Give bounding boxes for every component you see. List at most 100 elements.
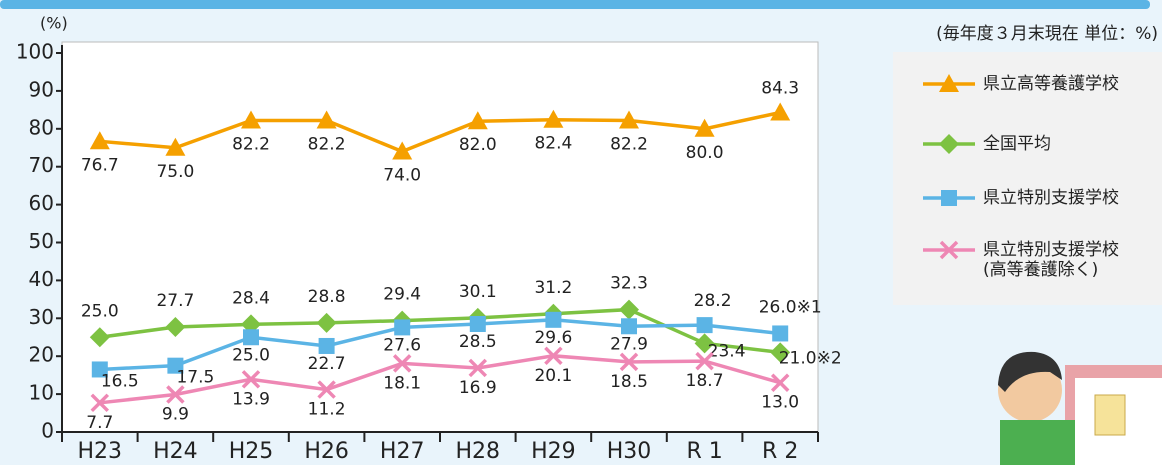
data-label: 7.7 xyxy=(86,413,113,433)
data-label: 27.7 xyxy=(156,291,194,311)
data-label: 28.5 xyxy=(459,332,497,352)
y-tick-label: 40 xyxy=(29,267,54,291)
y-tick-label: 20 xyxy=(29,343,54,367)
x-tick-label: H23 xyxy=(78,439,123,464)
data-label: 82.0 xyxy=(459,135,497,155)
data-label: 82.2 xyxy=(308,134,346,154)
data-label: 17.5 xyxy=(176,368,214,388)
marker xyxy=(90,393,110,413)
data-label: 31.2 xyxy=(534,278,572,298)
y-tick-label: 80 xyxy=(29,115,54,139)
data-label: 16.5 xyxy=(101,371,139,391)
marker xyxy=(543,109,564,128)
marker xyxy=(316,312,337,333)
marker xyxy=(392,141,413,160)
legend-label: 県立特別支援学校 xyxy=(983,188,1119,208)
series-line xyxy=(99,110,781,154)
data-label: 28.2 xyxy=(694,291,732,311)
legend-label: 県立特別支援学校 (高等養護除く) xyxy=(983,240,1119,280)
legend-label: 全国平均 xyxy=(983,134,1051,154)
data-label: 18.5 xyxy=(610,372,648,392)
marker xyxy=(619,299,639,320)
top-bar xyxy=(0,0,1150,9)
data-label: 82.4 xyxy=(534,134,572,154)
x-tick-label: H28 xyxy=(456,439,501,464)
y-tick-label: 10 xyxy=(29,381,54,405)
subtitle: (毎年度３月末現在 単位：%) xyxy=(936,24,1158,44)
data-label: 22.7 xyxy=(308,354,346,374)
data-label: 16.9 xyxy=(459,378,497,398)
marker xyxy=(165,137,186,156)
illustration xyxy=(998,351,1162,465)
data-label: 25.0 xyxy=(81,301,119,321)
series-line xyxy=(99,318,781,372)
data-label: 76.7 xyxy=(81,155,119,175)
legend-label: 県立高等養護学校 xyxy=(983,74,1119,94)
marker xyxy=(318,337,335,354)
data-label: 23.4 xyxy=(708,341,746,361)
x-tick-label: H30 xyxy=(607,439,652,464)
marker xyxy=(91,361,108,378)
marker xyxy=(467,111,488,130)
marker xyxy=(696,317,713,334)
marker xyxy=(392,354,412,373)
marker xyxy=(89,327,110,348)
marker xyxy=(619,352,639,372)
data-label: 18.1 xyxy=(383,373,421,393)
marker xyxy=(694,118,715,137)
x-tick-label: H27 xyxy=(380,439,425,464)
data-label: 26.0※1 xyxy=(759,297,822,317)
legend-item: 県立特別支援学校 xyxy=(921,188,1119,208)
y-tick-label: 90 xyxy=(29,77,54,101)
marker xyxy=(544,346,563,366)
data-label: 75.0 xyxy=(156,162,194,182)
data-label: 80.0 xyxy=(686,143,724,163)
y-tick-label: 60 xyxy=(29,191,54,215)
marker xyxy=(939,240,959,260)
x-tick-label: R 2 xyxy=(762,439,798,464)
data-label: 21.0※2 xyxy=(779,348,842,368)
marker xyxy=(939,74,959,92)
x-tick-label: H26 xyxy=(304,439,349,464)
series-line xyxy=(99,354,781,405)
data-label: 32.3 xyxy=(610,274,648,294)
marker xyxy=(939,134,959,154)
marker xyxy=(695,351,714,371)
data-label: 74.0 xyxy=(383,166,421,186)
marker xyxy=(241,110,261,129)
legend-icon xyxy=(923,74,975,92)
legend-item: 県立特別支援学校 (高等養護除く) xyxy=(921,240,1119,280)
legend: 県立高等養護学校 全国平均県立特別支援学校県立特別支援学校 (高等養護除く) xyxy=(893,52,1162,305)
marker xyxy=(941,190,957,206)
marker xyxy=(166,385,185,404)
marker xyxy=(243,329,259,346)
marker xyxy=(619,110,639,129)
marker xyxy=(770,373,790,392)
x-tick-label: H25 xyxy=(229,439,274,464)
data-label: 13.9 xyxy=(232,389,270,409)
marker xyxy=(468,358,488,378)
y-tick-label: 70 xyxy=(29,153,54,177)
marker xyxy=(165,317,186,338)
data-label: 9.9 xyxy=(162,404,189,424)
y-tick-label: 0 xyxy=(41,419,54,443)
marker xyxy=(772,325,789,342)
marker xyxy=(89,131,110,150)
data-label: 84.3 xyxy=(761,79,799,99)
marker xyxy=(694,333,715,354)
data-label: 27.9 xyxy=(610,334,648,354)
data-label: 29.6 xyxy=(534,328,572,348)
data-label: 20.1 xyxy=(534,366,572,386)
data-label: 27.6 xyxy=(383,335,421,355)
marker xyxy=(394,319,411,336)
data-label: 82.2 xyxy=(232,134,270,154)
marker xyxy=(167,357,184,374)
data-label: 28.8 xyxy=(308,287,346,307)
y-axis-label: (%) xyxy=(40,14,68,33)
legend-icon xyxy=(923,240,975,260)
marker xyxy=(317,380,336,399)
data-label: 28.4 xyxy=(232,288,270,308)
data-label: 11.2 xyxy=(308,400,346,420)
y-tick-label: 50 xyxy=(29,229,54,253)
